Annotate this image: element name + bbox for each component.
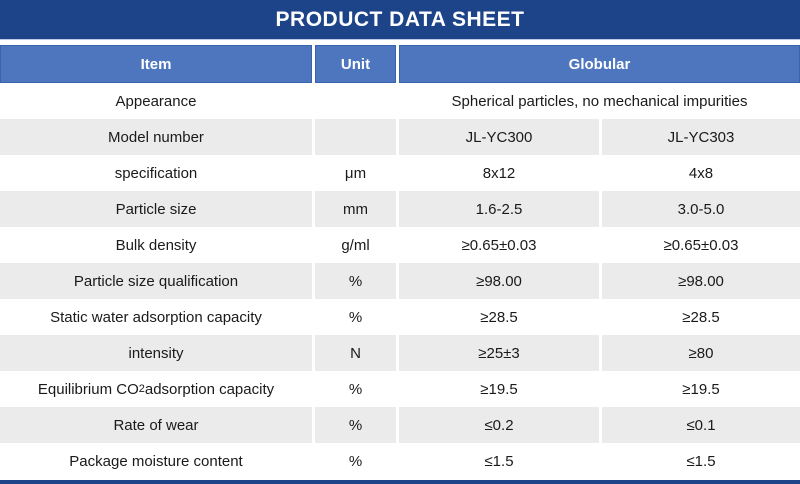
bottom-accent-bar (0, 480, 800, 484)
item-cell: Particle size (0, 191, 312, 227)
item-cell: specification (0, 155, 312, 191)
value-cell-2: ≥80 (602, 335, 800, 371)
unit-cell: % (315, 371, 396, 407)
table-row-rate-of-wear: Rate of wear % ≤0.2 ≤0.1 (0, 407, 800, 443)
page-title: PRODUCT DATA SHEET (275, 7, 525, 31)
unit-cell: μm (315, 155, 396, 191)
unit-cell (315, 119, 396, 155)
item-cell: Rate of wear (0, 407, 312, 443)
value-cell-2: ≥28.5 (602, 299, 800, 335)
item-label-prefix: Equilibrium CO (37, 380, 139, 398)
unit-cell: % (315, 443, 396, 479)
header-cell-globular: Globular (399, 45, 800, 83)
value-cell-1: ≥25±3 (399, 335, 599, 371)
table-row-bulk-density: Bulk density g/ml ≥0.65±0.03 ≥0.65±0.03 (0, 227, 800, 263)
value-cell-1: JL-YC300 (399, 119, 599, 155)
value-cell-2: 3.0-5.0 (602, 191, 800, 227)
table-row-particle-size: Particle size mm 1.6-2.5 3.0-5.0 (0, 191, 800, 227)
unit-cell: N (315, 335, 396, 371)
value-cell-2: ≥98.00 (602, 263, 800, 299)
value-cell-1: ≥19.5 (399, 371, 599, 407)
title-gap (0, 40, 800, 45)
unit-cell: mm (315, 191, 396, 227)
table-header-row: Item Unit Globular (0, 45, 800, 83)
table-row-specification: specification μm 8x12 4x8 (0, 155, 800, 191)
table-row-intensity: intensity N ≥25±3 ≥80 (0, 335, 800, 371)
item-cell: Equilibrium CO 2 adsorption capacity (0, 371, 312, 407)
value-cell-2: ≤1.5 (602, 443, 800, 479)
value-cell-2: ≥0.65±0.03 (602, 227, 800, 263)
value-cell-1: ≤1.5 (399, 443, 599, 479)
value-cell-2: ≥19.5 (602, 371, 800, 407)
value-cell-1: 1.6-2.5 (399, 191, 599, 227)
value-cell-1: ≥28.5 (399, 299, 599, 335)
value-cell-2: JL-YC303 (602, 119, 800, 155)
value-cell-2: 4x8 (602, 155, 800, 191)
table-row-model-number: Model number JL-YC300 JL-YC303 (0, 119, 800, 155)
table-row-package-moisture-content: Package moisture content % ≤1.5 ≤1.5 (0, 443, 800, 479)
value-cell-1: ≥0.65±0.03 (399, 227, 599, 263)
table-row-appearance: Appearance Spherical particles, no mecha… (0, 83, 800, 119)
value-cell-2: ≤0.1 (602, 407, 800, 443)
item-cell: Model number (0, 119, 312, 155)
item-cell: Package moisture content (0, 443, 312, 479)
header-cell-item: Item (0, 45, 312, 83)
table-row-particle-size-qualification: Particle size qualification % ≥98.00 ≥98… (0, 263, 800, 299)
unit-cell (315, 83, 396, 119)
unit-cell: % (315, 299, 396, 335)
value-cell-1: 8x12 (399, 155, 599, 191)
item-label-suffix: adsorption capacity (144, 380, 275, 398)
table-row-static-water-adsorption: Static water adsorption capacity % ≥28.5… (0, 299, 800, 335)
unit-cell: g/ml (315, 227, 396, 263)
unit-cell: % (315, 263, 396, 299)
item-cell: intensity (0, 335, 312, 371)
value-cell-1: ≤0.2 (399, 407, 599, 443)
item-cell: Appearance (0, 83, 312, 119)
value-cell-1: ≥98.00 (399, 263, 599, 299)
header-cell-unit: Unit (315, 45, 396, 83)
value-cell-span: Spherical particles, no mechanical impur… (399, 83, 800, 119)
item-cell: Static water adsorption capacity (0, 299, 312, 335)
item-cell: Particle size qualification (0, 263, 312, 299)
unit-cell: % (315, 407, 396, 443)
item-cell: Bulk density (0, 227, 312, 263)
table-body: Appearance Spherical particles, no mecha… (0, 83, 800, 479)
title-bar: PRODUCT DATA SHEET (0, 0, 800, 40)
table-row-equilibrium-co2-adsorption: Equilibrium CO 2 adsorption capacity % ≥1… (0, 371, 800, 407)
